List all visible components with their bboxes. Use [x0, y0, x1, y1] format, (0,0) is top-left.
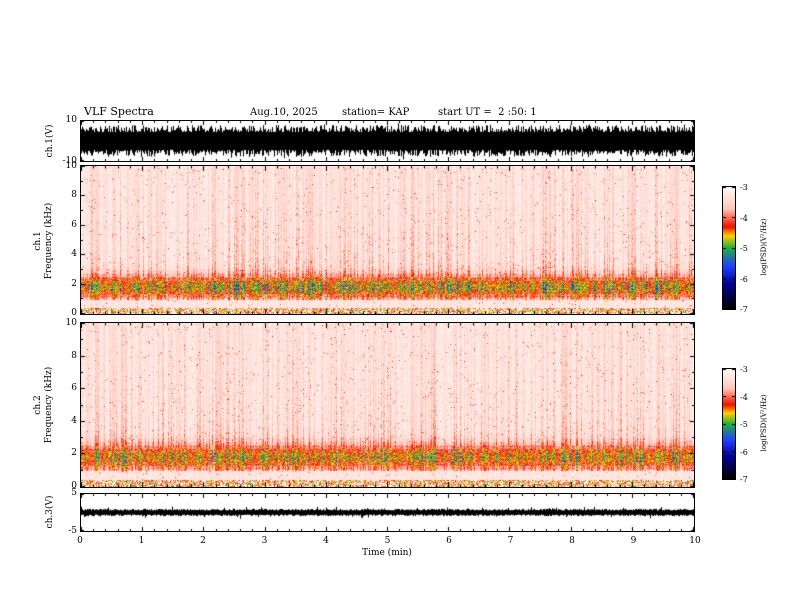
station-label: station= KAP	[342, 107, 410, 118]
colorbar2-canvas	[723, 369, 735, 479]
ch2-spec-y-tick-label: 4	[71, 415, 77, 426]
figure-title: VLF Spectra	[84, 105, 154, 118]
colorbar1-tick-label: -3	[740, 183, 748, 192]
ch3-wave-ymin-label: -5	[68, 526, 77, 536]
ch3-wave-ymax-label: 5	[71, 488, 77, 498]
ch1-spec-y-tick-label: 8	[71, 190, 77, 201]
colorbar2-tick-label: -7	[740, 475, 748, 484]
time-axis-label: Time (min)	[362, 548, 412, 558]
colorbar2-label: log(PSD)(V²/Hz)	[760, 394, 768, 452]
ch1-wave-ymax-label: 10	[65, 115, 77, 125]
colorbar2	[722, 368, 736, 480]
x-tick-label: 0	[77, 536, 83, 546]
ch1-frequency-axis-label: Frequency (kHz)	[44, 202, 54, 280]
colorbar1-tick-label: -5	[740, 244, 748, 253]
colorbar1-tick-label: -6	[740, 274, 748, 284]
ch2-spec-y-tick-label: 2	[71, 448, 77, 459]
ch1-wave-ymin-label: -10	[62, 156, 78, 166]
ch2-spec-y-tick-label: 0	[71, 481, 77, 491]
x-tick-label: 4	[323, 536, 329, 546]
ch1-spec-y-tick-label: 10	[65, 161, 77, 171]
ch1-waveform-canvas	[81, 121, 694, 161]
ch1-spec-y-tick-label: 4	[71, 249, 77, 260]
x-tick-label: 6	[446, 536, 452, 546]
x-tick-label: 5	[384, 536, 391, 546]
ch1-spec-y-tick-label: 0	[71, 308, 77, 318]
ch2-frequency-axis-label: Frequency (kHz)	[44, 366, 54, 444]
date-label: Aug.10, 2025	[250, 107, 318, 118]
ch1-channel-label: ch.1	[33, 231, 43, 251]
colorbar2-tick-label: -6	[740, 447, 748, 457]
colorbar1-tick-label: -7	[740, 305, 748, 314]
ch2-spec-y-tick-label: 8	[71, 350, 77, 361]
ch2-spectrogram-panel	[80, 322, 695, 488]
ch3-waveform-panel	[80, 493, 695, 532]
colorbar2-tick-label: -4	[740, 392, 748, 402]
x-tick-label: 3	[261, 536, 268, 546]
ch2-spec-y-tick-label: 6	[71, 383, 77, 394]
ch1-waveform-panel	[80, 120, 695, 162]
x-tick-label: 10	[689, 536, 701, 546]
ch1-spectrogram-panel	[80, 165, 695, 315]
ch2-spectrogram-canvas	[81, 323, 694, 487]
colorbar1-canvas	[723, 187, 735, 309]
ch1-voltage-axis-label: ch.1(V)	[45, 124, 55, 158]
start-ut-label: start UT = 2 :50: 1	[438, 107, 537, 118]
x-tick-label: 8	[569, 536, 575, 546]
colorbar1-tick-label: -4	[740, 213, 748, 223]
x-tick-label: 1	[138, 536, 145, 546]
ch3-waveform-canvas	[81, 494, 694, 531]
x-tick-label: 9	[630, 536, 637, 546]
colorbar1-label: log(PSD)(V²/Hz)	[760, 218, 768, 276]
x-tick-label: 7	[507, 536, 514, 546]
colorbar1	[722, 186, 736, 310]
x-tick-label: 2	[200, 536, 206, 546]
ch1-spec-y-tick-label: 6	[71, 219, 77, 230]
ch3-voltage-axis-label: ch.3(V)	[45, 495, 55, 529]
ch2-channel-label: ch.2	[33, 395, 43, 415]
colorbar2-tick-label: -5	[740, 420, 748, 429]
ch2-spec-y-tick-label: 10	[65, 318, 77, 328]
ch1-spec-y-tick-label: 2	[71, 278, 77, 289]
ch1-spectrogram-canvas	[81, 166, 694, 314]
colorbar2-tick-label: -3	[740, 365, 748, 374]
